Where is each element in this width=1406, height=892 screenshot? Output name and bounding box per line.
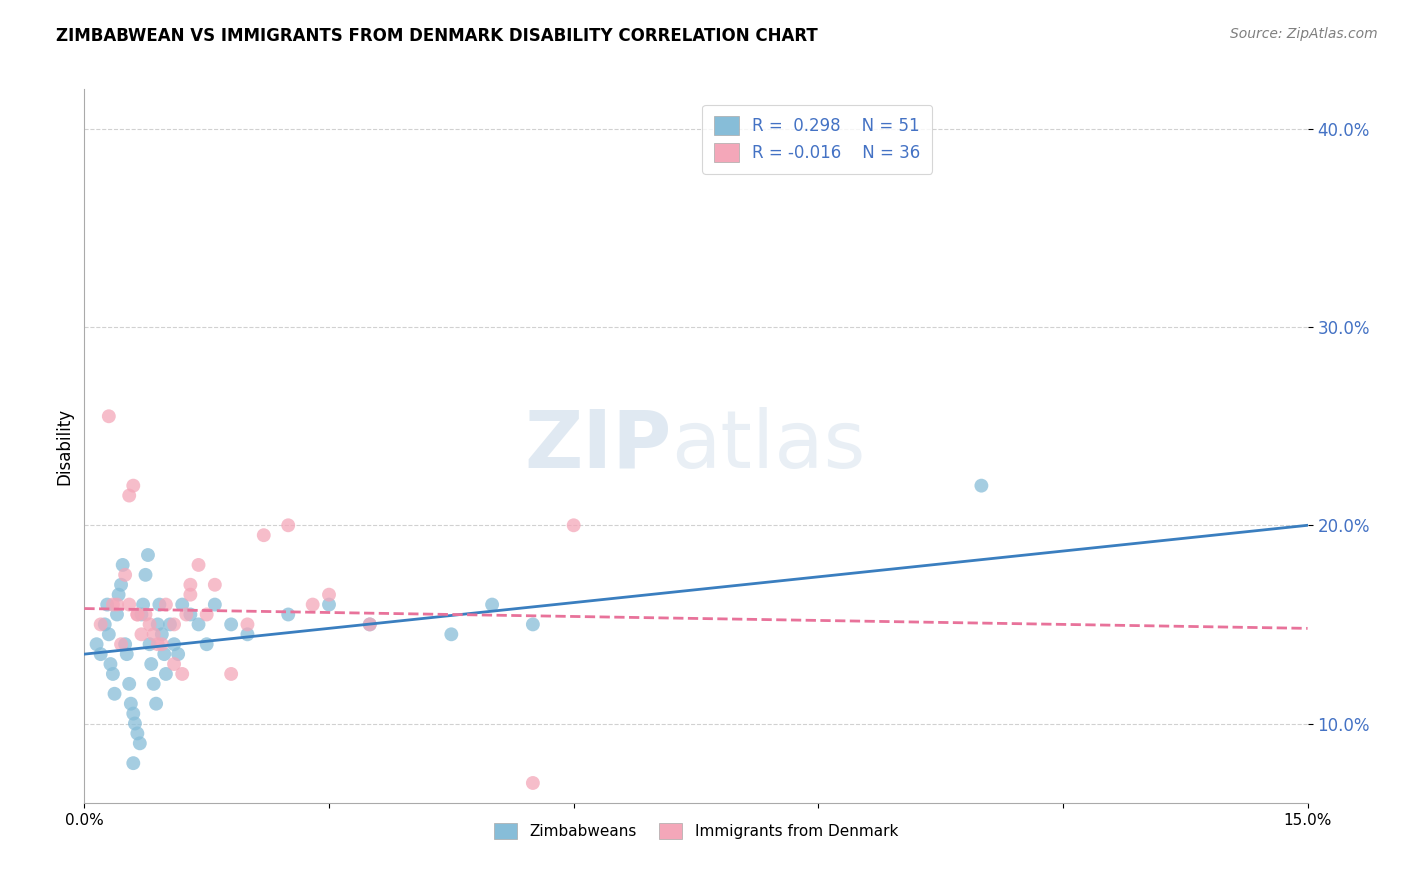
Point (219, 617, 242, 632)
Point (187, 558, 209, 572)
Point (219, 667, 242, 681)
Point (122, 478, 145, 492)
Text: ZIP: ZIP (524, 407, 672, 485)
Point (301, 598, 323, 612)
Point (163, 657, 186, 671)
Point (522, 776, 544, 790)
Point (131, 607, 153, 622)
Point (142, 627, 165, 641)
Point (204, 598, 226, 612)
Point (122, 706, 145, 721)
Point (145, 697, 167, 711)
Point (970, 478, 993, 492)
Point (100, 657, 122, 671)
Point (127, 726, 149, 740)
Point (136, 548, 159, 562)
Text: atlas: atlas (672, 407, 866, 485)
Point (135, 567, 157, 582)
Point (440, 627, 463, 641)
Point (522, 617, 544, 632)
Point (481, 598, 503, 612)
Point (150, 627, 173, 641)
Point (131, 627, 153, 641)
Point (172, 667, 194, 681)
Point (174, 607, 197, 622)
Text: ZIMBABWEAN VS IMMIGRANTS FROM DENMARK DISABILITY CORRELATION CHART: ZIMBABWEAN VS IMMIGRANTS FROM DENMARK DI… (56, 27, 818, 45)
Point (97, 627, 120, 641)
Point (277, 607, 299, 622)
Point (187, 617, 209, 632)
Point (120, 697, 142, 711)
Point (163, 637, 186, 651)
Point (101, 667, 124, 681)
Point (110, 637, 132, 651)
Point (318, 588, 340, 602)
Point (122, 756, 145, 771)
Point (167, 647, 190, 661)
Point (204, 578, 226, 592)
Point (135, 607, 157, 622)
Point (118, 489, 141, 503)
Point (146, 637, 169, 651)
Point (128, 736, 150, 750)
Point (127, 607, 149, 622)
Point (118, 677, 141, 691)
Point (195, 607, 218, 622)
Point (148, 598, 170, 612)
Point (142, 677, 165, 691)
Point (114, 567, 136, 582)
Point (153, 647, 176, 661)
Point (236, 617, 259, 632)
Point (150, 637, 173, 651)
Point (138, 637, 160, 651)
Point (318, 598, 340, 612)
Point (163, 617, 186, 632)
Point (90, 647, 112, 661)
Point (97, 409, 120, 424)
Point (277, 518, 299, 533)
Y-axis label: Disability: Disability (55, 408, 73, 484)
Point (110, 578, 132, 592)
Point (155, 667, 177, 681)
Point (124, 716, 146, 731)
Point (103, 687, 125, 701)
Point (359, 617, 381, 632)
Text: Source: ZipAtlas.com: Source: ZipAtlas.com (1230, 27, 1378, 41)
Point (107, 588, 129, 602)
Point (359, 617, 381, 632)
Point (159, 617, 181, 632)
Point (90, 617, 112, 632)
Point (96, 598, 118, 612)
Point (155, 598, 177, 612)
Point (172, 598, 194, 612)
Point (179, 578, 201, 592)
Point (132, 598, 155, 612)
Point (105, 607, 128, 622)
Point (195, 637, 218, 651)
Point (562, 518, 585, 533)
Point (253, 528, 276, 542)
Point (141, 657, 163, 671)
Point (138, 617, 160, 632)
Point (93, 617, 115, 632)
Point (179, 607, 201, 622)
Point (86, 637, 108, 651)
Legend: Zimbabweans, Immigrants from Denmark: Zimbabweans, Immigrants from Denmark (488, 817, 904, 845)
Point (179, 588, 201, 602)
Point (101, 598, 124, 612)
Point (236, 627, 259, 641)
Point (118, 598, 141, 612)
Point (115, 647, 138, 661)
Point (114, 637, 136, 651)
Point (146, 617, 169, 632)
Point (127, 607, 149, 622)
Point (105, 598, 128, 612)
Point (111, 558, 134, 572)
